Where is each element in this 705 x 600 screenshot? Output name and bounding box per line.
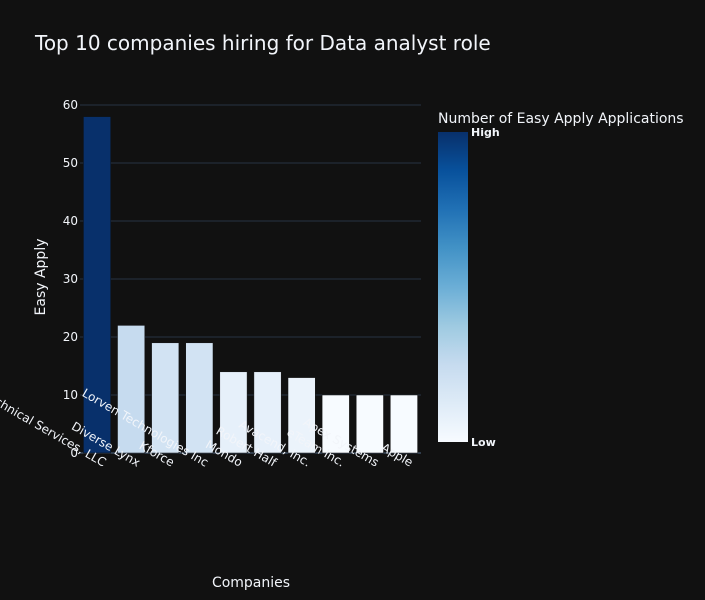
colorbar-low-label: Low <box>471 436 496 449</box>
bar <box>83 116 111 454</box>
bar <box>117 325 146 454</box>
bar <box>355 394 384 454</box>
chart-title: Top 10 companies hiring for Data analyst… <box>34 31 491 55</box>
colorbar-title: Number of Easy Apply Applications <box>438 111 684 127</box>
y-tick-label: 0 <box>70 446 78 460</box>
y-tick-label: 10 <box>63 388 78 402</box>
bars <box>83 116 418 454</box>
bar <box>219 371 248 454</box>
bar <box>321 394 350 454</box>
y-tick-label: 60 <box>63 98 78 112</box>
colorbar-high-label: High <box>471 126 500 139</box>
y-tick-label: 40 <box>63 214 78 228</box>
bar <box>185 342 214 454</box>
bar <box>253 371 282 454</box>
y-tick-labels: 0 10 20 30 40 50 60 <box>63 98 78 460</box>
y-tick-label: 20 <box>63 330 78 344</box>
y-tick-label: 30 <box>63 272 78 286</box>
bar <box>151 342 180 454</box>
bar <box>390 394 418 454</box>
bar <box>287 377 316 454</box>
y-tick-label: 50 <box>63 156 78 170</box>
y-axis-title: Easy Apply <box>33 239 49 316</box>
x-axis-title: Companies <box>212 575 290 591</box>
colorbar: Number of Easy Apply Applications High L… <box>438 111 684 449</box>
colorbar-gradient <box>438 132 468 442</box>
